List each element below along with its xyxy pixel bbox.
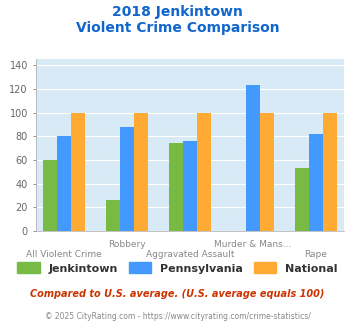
Bar bbox=[323, 113, 337, 231]
Text: 2018 Jenkintown: 2018 Jenkintown bbox=[112, 5, 243, 19]
Bar bbox=[71, 113, 84, 231]
Text: All Violent Crime: All Violent Crime bbox=[26, 250, 102, 259]
Bar bbox=[120, 127, 134, 231]
Text: Rape: Rape bbox=[305, 250, 327, 259]
Bar bbox=[134, 113, 148, 231]
Text: Robbery: Robbery bbox=[108, 241, 146, 249]
Bar bbox=[295, 168, 309, 231]
Bar bbox=[309, 134, 323, 231]
Text: © 2025 CityRating.com - https://www.cityrating.com/crime-statistics/: © 2025 CityRating.com - https://www.city… bbox=[45, 312, 310, 321]
Bar bbox=[106, 200, 120, 231]
Text: Murder & Mans...: Murder & Mans... bbox=[214, 241, 292, 249]
Text: Compared to U.S. average. (U.S. average equals 100): Compared to U.S. average. (U.S. average … bbox=[30, 289, 325, 299]
Text: Aggravated Assault: Aggravated Assault bbox=[146, 250, 234, 259]
Bar bbox=[197, 113, 211, 231]
Bar bbox=[260, 113, 274, 231]
Text: Violent Crime Comparison: Violent Crime Comparison bbox=[76, 21, 279, 35]
Bar bbox=[43, 160, 57, 231]
Bar bbox=[246, 85, 260, 231]
Legend: Jenkintown, Pennsylvania, National: Jenkintown, Pennsylvania, National bbox=[13, 258, 342, 278]
Bar bbox=[183, 141, 197, 231]
Bar bbox=[57, 136, 71, 231]
Bar bbox=[169, 144, 183, 231]
